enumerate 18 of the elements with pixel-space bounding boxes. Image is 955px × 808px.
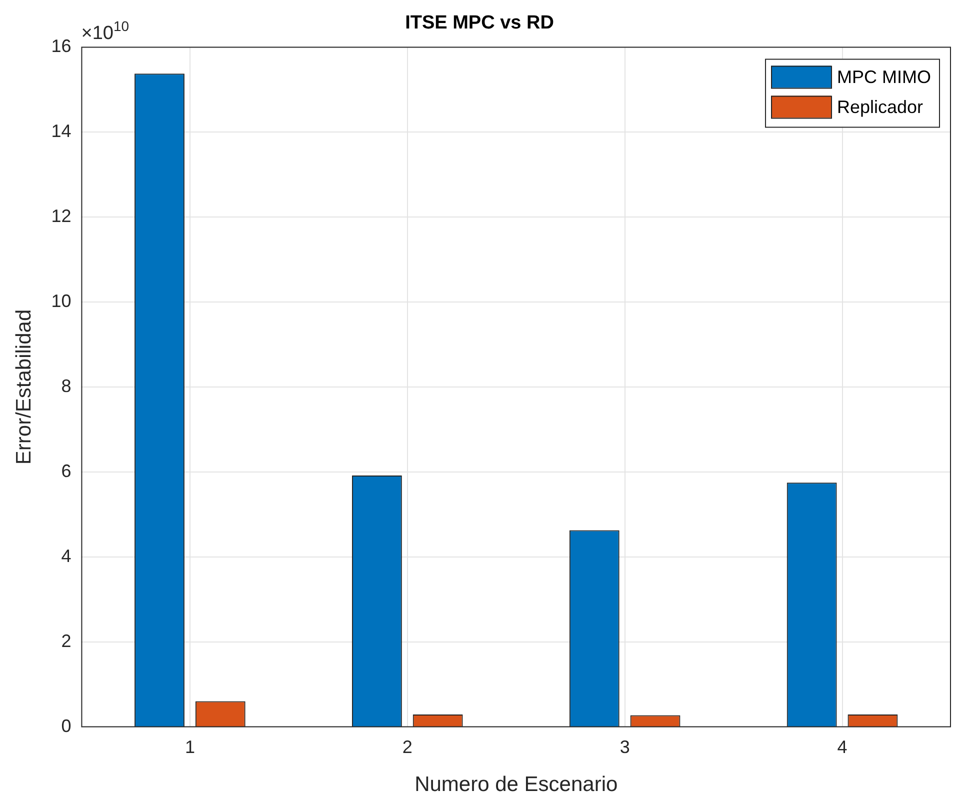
- x-tick-label: 2: [402, 736, 412, 757]
- y-tick-label: 16: [51, 36, 72, 56]
- y-axis-title: Error/Estabilidad: [12, 309, 36, 465]
- y-tick-label: 4: [61, 546, 72, 566]
- legend-label: MPC MIMO: [837, 66, 932, 87]
- y-tick-label: 14: [51, 120, 72, 141]
- y-tick-label: 12: [51, 206, 72, 226]
- y-tick-label: 2: [61, 631, 72, 652]
- x-tick-label: 1: [184, 736, 195, 757]
- chart-title: ITSE MPC vs RD: [405, 12, 554, 34]
- y-tick-label: 10: [51, 290, 72, 311]
- y-tick-label: 8: [61, 376, 72, 396]
- legend-label: Replicador: [837, 96, 924, 117]
- x-tick-label: 3: [620, 736, 630, 757]
- y-tick-label: 6: [61, 461, 72, 482]
- x-axis-title: Numero de Escenario: [414, 773, 618, 796]
- x-tick-label: 4: [837, 736, 848, 757]
- y-tick-label: 0: [61, 716, 72, 736]
